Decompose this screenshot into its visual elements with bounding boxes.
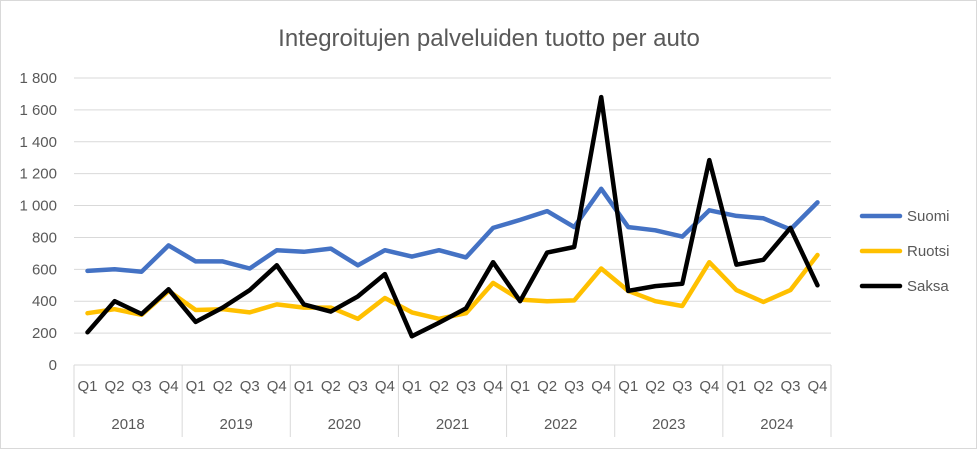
x-tick-label: Q3 <box>240 378 260 395</box>
gridlines <box>74 77 831 334</box>
x-group-label: 2021 <box>436 416 469 433</box>
x-tick-label: Q4 <box>807 378 827 395</box>
x-group-label: 2018 <box>111 416 144 433</box>
x-tick-label: Q2 <box>645 378 665 395</box>
x-tick-label: Q3 <box>564 378 584 395</box>
x-tick-label: Q4 <box>591 378 611 395</box>
series-line-ruotsi <box>85 252 820 322</box>
x-tick-label: Q1 <box>78 378 98 395</box>
x-tick-label: Q3 <box>132 378 152 395</box>
x-tick-label: Q2 <box>321 378 341 395</box>
y-tick-label: 1 800 <box>19 70 57 87</box>
y-tick-label: 1 600 <box>19 102 57 119</box>
y-tick-label: 200 <box>32 325 57 342</box>
x-group-label: 2023 <box>652 416 685 433</box>
x-tick-label: Q1 <box>726 378 746 395</box>
x-tick-label: Q4 <box>159 378 179 395</box>
x-tick-label: Q1 <box>510 378 530 395</box>
y-tick-label: 600 <box>32 261 57 278</box>
chart-title: Integroitujen palveluiden tuotto per aut… <box>278 25 700 52</box>
x-tick-label: Q1 <box>402 378 422 395</box>
x-tick-label: Q3 <box>672 378 692 395</box>
x-tick-label: Q3 <box>780 378 800 395</box>
y-tick-label: 800 <box>32 229 57 246</box>
y-tick-label: 1 400 <box>19 134 57 151</box>
series-line-saksa <box>85 94 820 339</box>
x-group-label: 2024 <box>760 416 793 433</box>
y-tick-label: 0 <box>49 357 57 374</box>
x-tick-label: Q3 <box>348 378 368 395</box>
x-tick-label: Q2 <box>213 378 233 395</box>
x-tick-label: Q2 <box>537 378 557 395</box>
series-line-suomi <box>85 186 820 274</box>
legend-label: Ruotsi <box>907 243 950 260</box>
x-group-label: 2019 <box>220 416 253 433</box>
y-axis-tick-labels: 0 200 400 600 800 1 000 1 200 1 400 1 600 1 800 <box>19 70 57 374</box>
legend-label: Saksa <box>907 278 949 295</box>
x-tick-label: Q1 <box>186 378 206 395</box>
x-tick-label: Q4 <box>483 378 503 395</box>
y-tick-label: 400 <box>32 293 57 310</box>
x-tick-label: Q4 <box>375 378 395 395</box>
x-group-label: 2022 <box>544 416 577 433</box>
series-lines <box>85 94 820 339</box>
x-tick-label: Q1 <box>294 378 314 395</box>
x-tick-label: Q4 <box>267 378 287 395</box>
y-tick-label: 1 200 <box>19 166 57 183</box>
y-tick-label: 1 000 <box>19 198 57 215</box>
x-group-label: 2020 <box>328 416 361 433</box>
legend: Suomi Ruotsi Saksa <box>859 208 950 295</box>
x-tick-label: Q2 <box>753 378 773 395</box>
legend-label: Suomi <box>907 208 950 225</box>
x-tick-label: Q2 <box>105 378 125 395</box>
x-axis: Q1 Q2 Q3 Q4 Q1 Q2 Q3 Q4 Q1 Q2 Q3 Q4 Q1 Q2 Q3 Q4 Q1 Q2 Q3 Q4… <box>73 364 832 437</box>
x-tick-label: Q1 <box>618 378 638 395</box>
x-tick-label: Q2 <box>429 378 449 395</box>
x-tick-label: Q3 <box>456 378 476 395</box>
x-tick-label: Q4 <box>699 378 719 395</box>
